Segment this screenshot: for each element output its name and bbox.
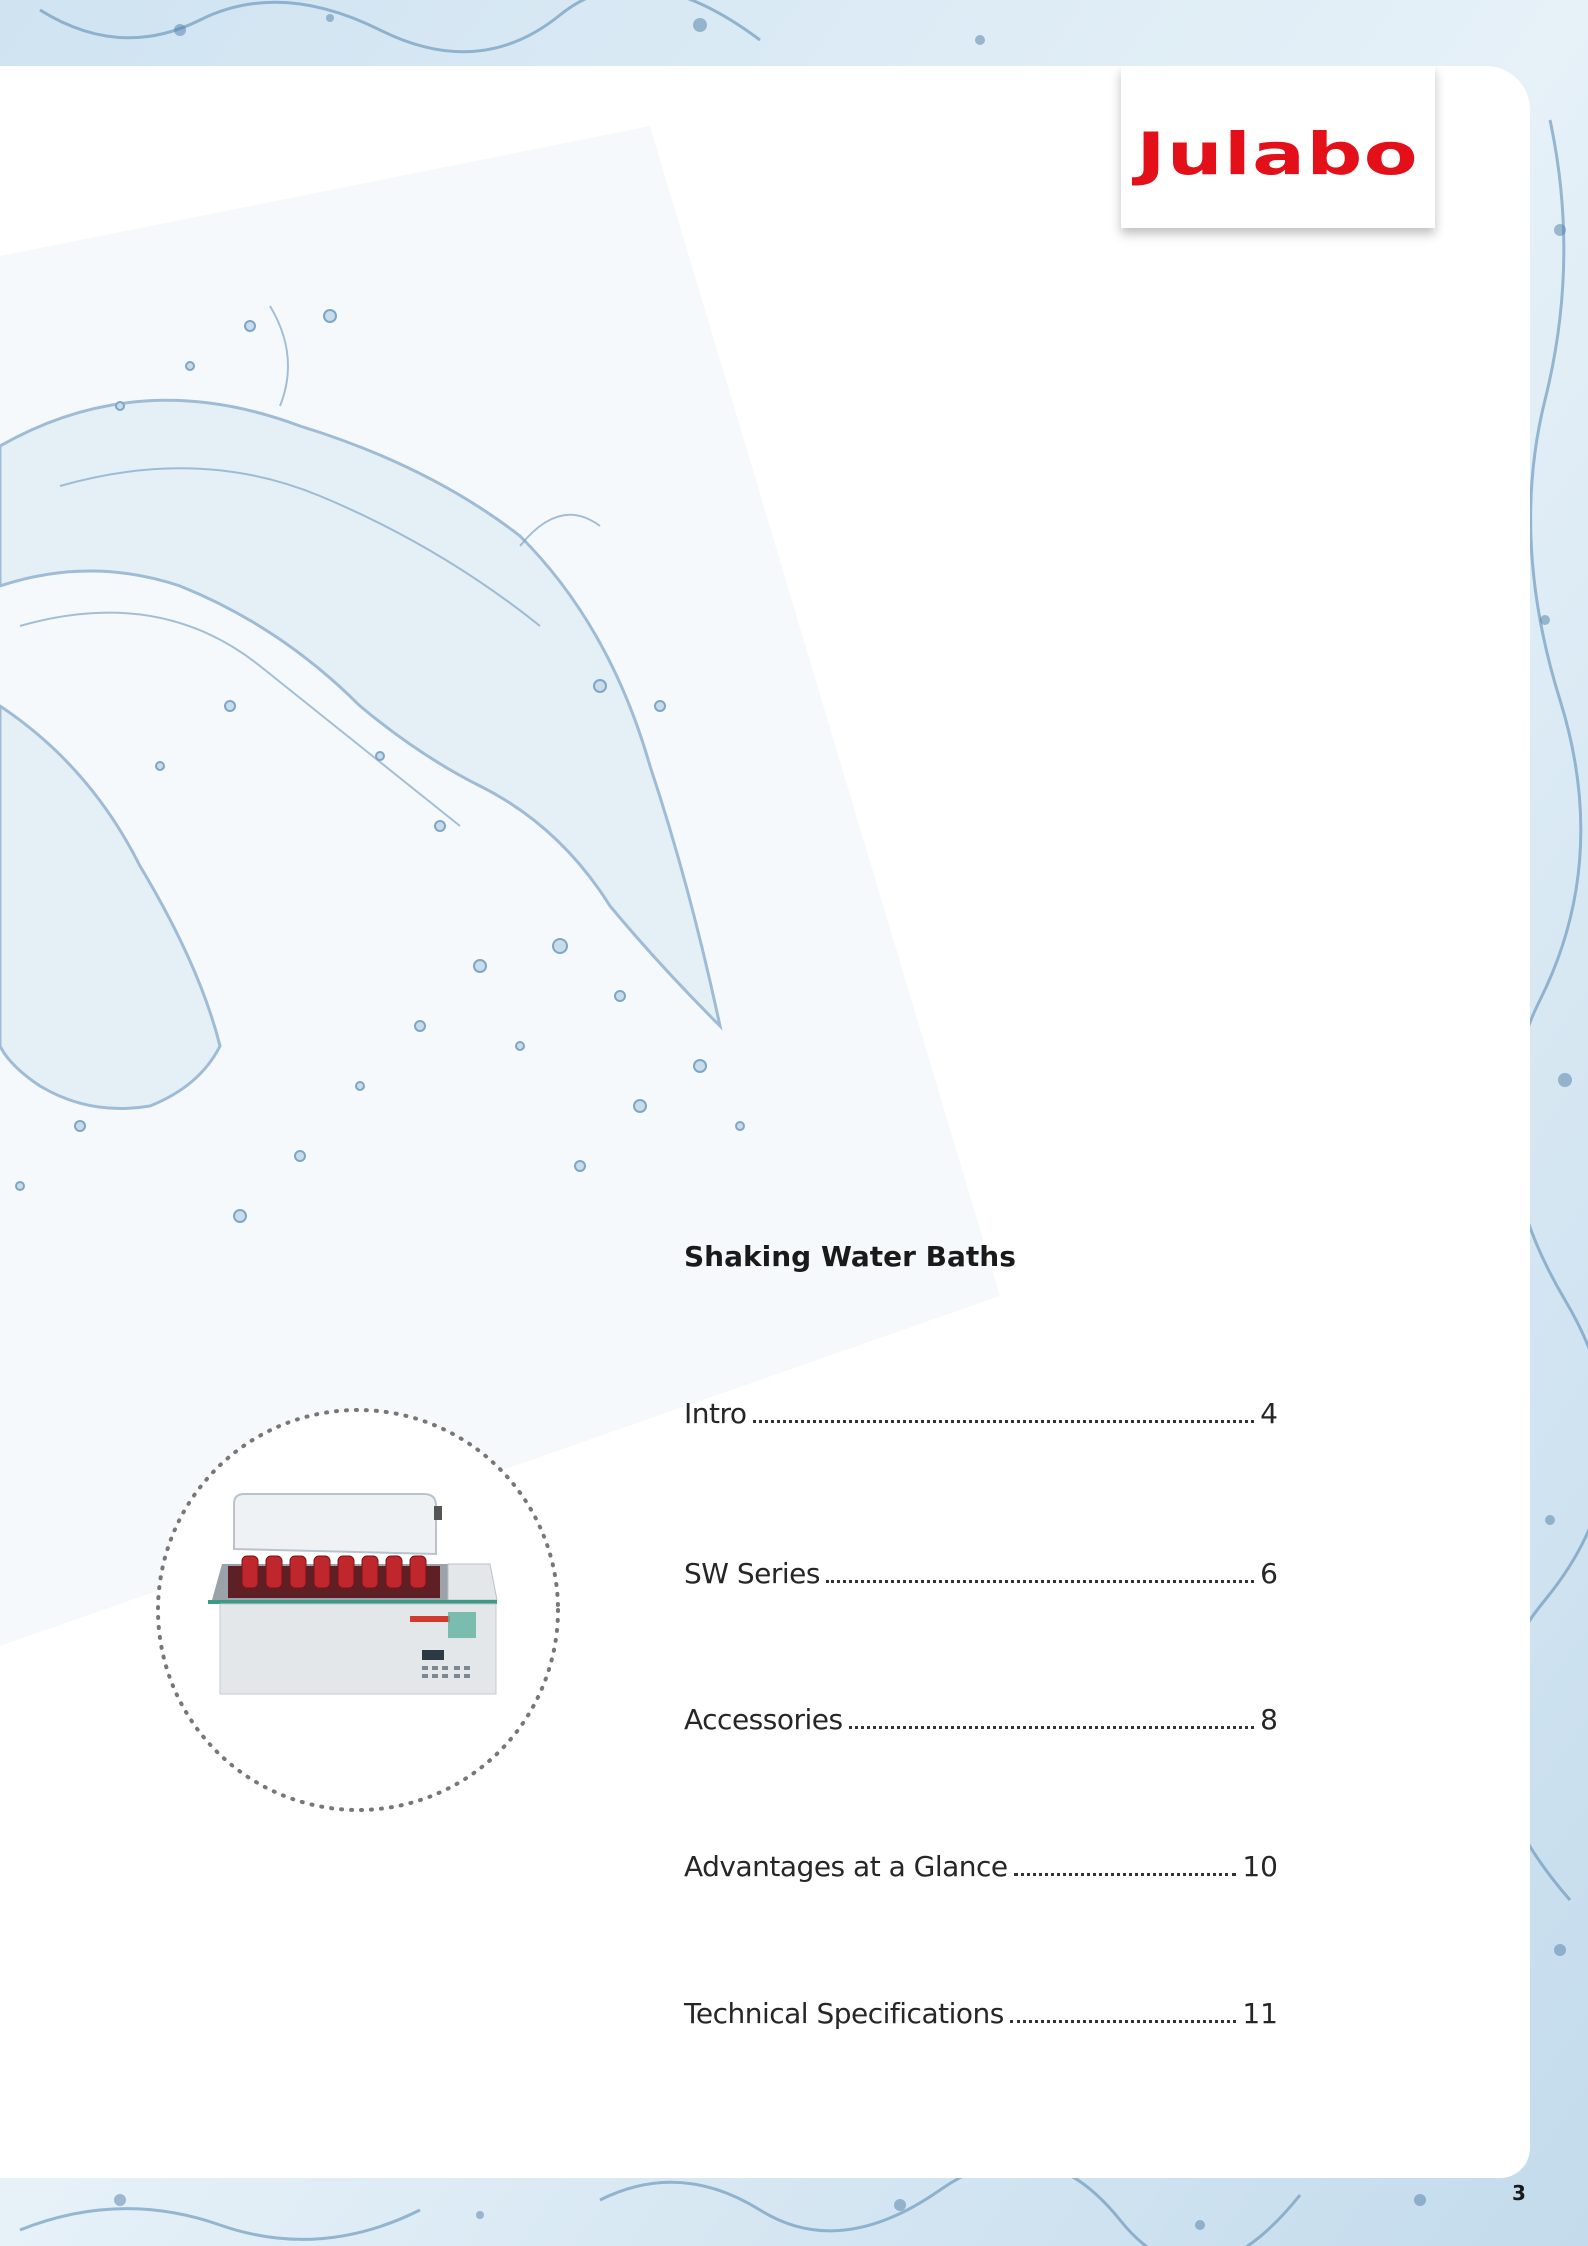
toc-label: Intro	[684, 1397, 747, 1430]
page-sheet: Julabo Shaking Water Baths Intro 4 SW Se…	[0, 66, 1530, 2178]
toc-item-advantages[interactable]: Advantages at a Glance 10	[684, 1849, 1278, 1889]
logo-text: Julabo	[1136, 120, 1420, 188]
toc-page-number: 6	[1260, 1557, 1278, 1590]
section-title: Shaking Water Baths	[684, 1240, 1016, 1273]
toc-leader-dots	[825, 1556, 1255, 1583]
toc-page-number: 4	[1260, 1397, 1278, 1430]
shaking-water-bath-icon	[156, 1408, 560, 1812]
toc-label: Accessories	[684, 1703, 843, 1736]
toc-item-accessories[interactable]: Accessories 8	[684, 1702, 1278, 1742]
toc-label: Technical Specifications	[684, 1997, 1004, 2030]
page-number: 3	[1512, 2181, 1526, 2205]
toc-label: Advantages at a Glance	[684, 1850, 1008, 1883]
toc-leader-dots	[752, 1396, 1255, 1423]
toc-leader-dots	[1013, 1849, 1237, 1876]
toc-page-number: 10	[1242, 1850, 1278, 1883]
water-splash-illustration	[0, 126, 1000, 1646]
toc-item-sw-series[interactable]: SW Series 6	[684, 1556, 1278, 1596]
toc-page-number: 11	[1242, 1997, 1278, 2030]
julabo-logo: Julabo	[1121, 66, 1435, 228]
toc-item-technical-specifications[interactable]: Technical Specifications 11	[684, 1996, 1278, 2036]
toc-item-intro[interactable]: Intro 4	[684, 1396, 1278, 1436]
toc-leader-dots	[848, 1702, 1255, 1729]
toc-page-number: 8	[1260, 1703, 1278, 1736]
toc-label: SW Series	[684, 1557, 820, 1590]
toc-leader-dots	[1009, 1996, 1237, 2023]
